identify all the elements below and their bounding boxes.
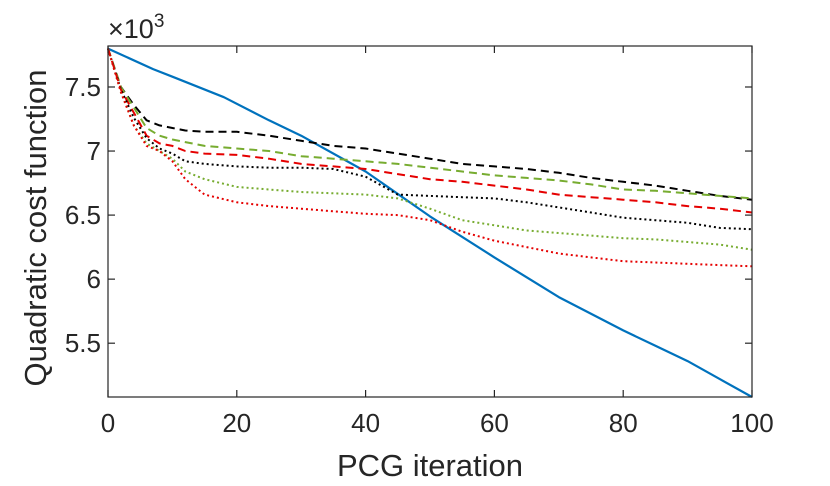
x-tick-label: 40 <box>351 408 380 438</box>
series-layer <box>107 47 753 398</box>
y-multiplier-base: ×10 <box>108 14 154 44</box>
plot-area-frame <box>107 45 753 398</box>
y-multiplier-exponent: 3 <box>154 11 165 32</box>
x-tick-label: 100 <box>730 408 773 438</box>
x-tick-label: 60 <box>480 408 509 438</box>
y-tick-label: 6.5 <box>65 200 101 230</box>
y-tick-label: 7.5 <box>65 72 101 102</box>
series-line-dashed-red <box>107 48 753 214</box>
series-line-dotted-green <box>107 48 753 251</box>
y-tick-label: 5.5 <box>65 328 101 358</box>
y-axis-title: Quadratic cost function <box>18 69 53 386</box>
x-tick-label: 20 <box>222 408 251 438</box>
series-line-solid-blue <box>107 47 753 398</box>
series-line-dotted-black <box>107 48 753 231</box>
x-axis-title: PCG iteration <box>337 448 523 483</box>
series-line-dashed-black <box>107 48 753 201</box>
y-tick-label: 7 <box>87 136 101 166</box>
series-line-dotted-red <box>107 48 753 268</box>
series-line-dashed-green <box>107 48 753 200</box>
y-axis-multiplier: ×103 <box>108 11 164 44</box>
axis-ticks: 0 20 40 60 80 100 5.5 6 6.5 7 7.5 <box>65 46 774 438</box>
x-tick-label: 0 <box>101 408 115 438</box>
x-tick-label: 80 <box>609 408 638 438</box>
y-tick-label: 6 <box>87 264 101 294</box>
